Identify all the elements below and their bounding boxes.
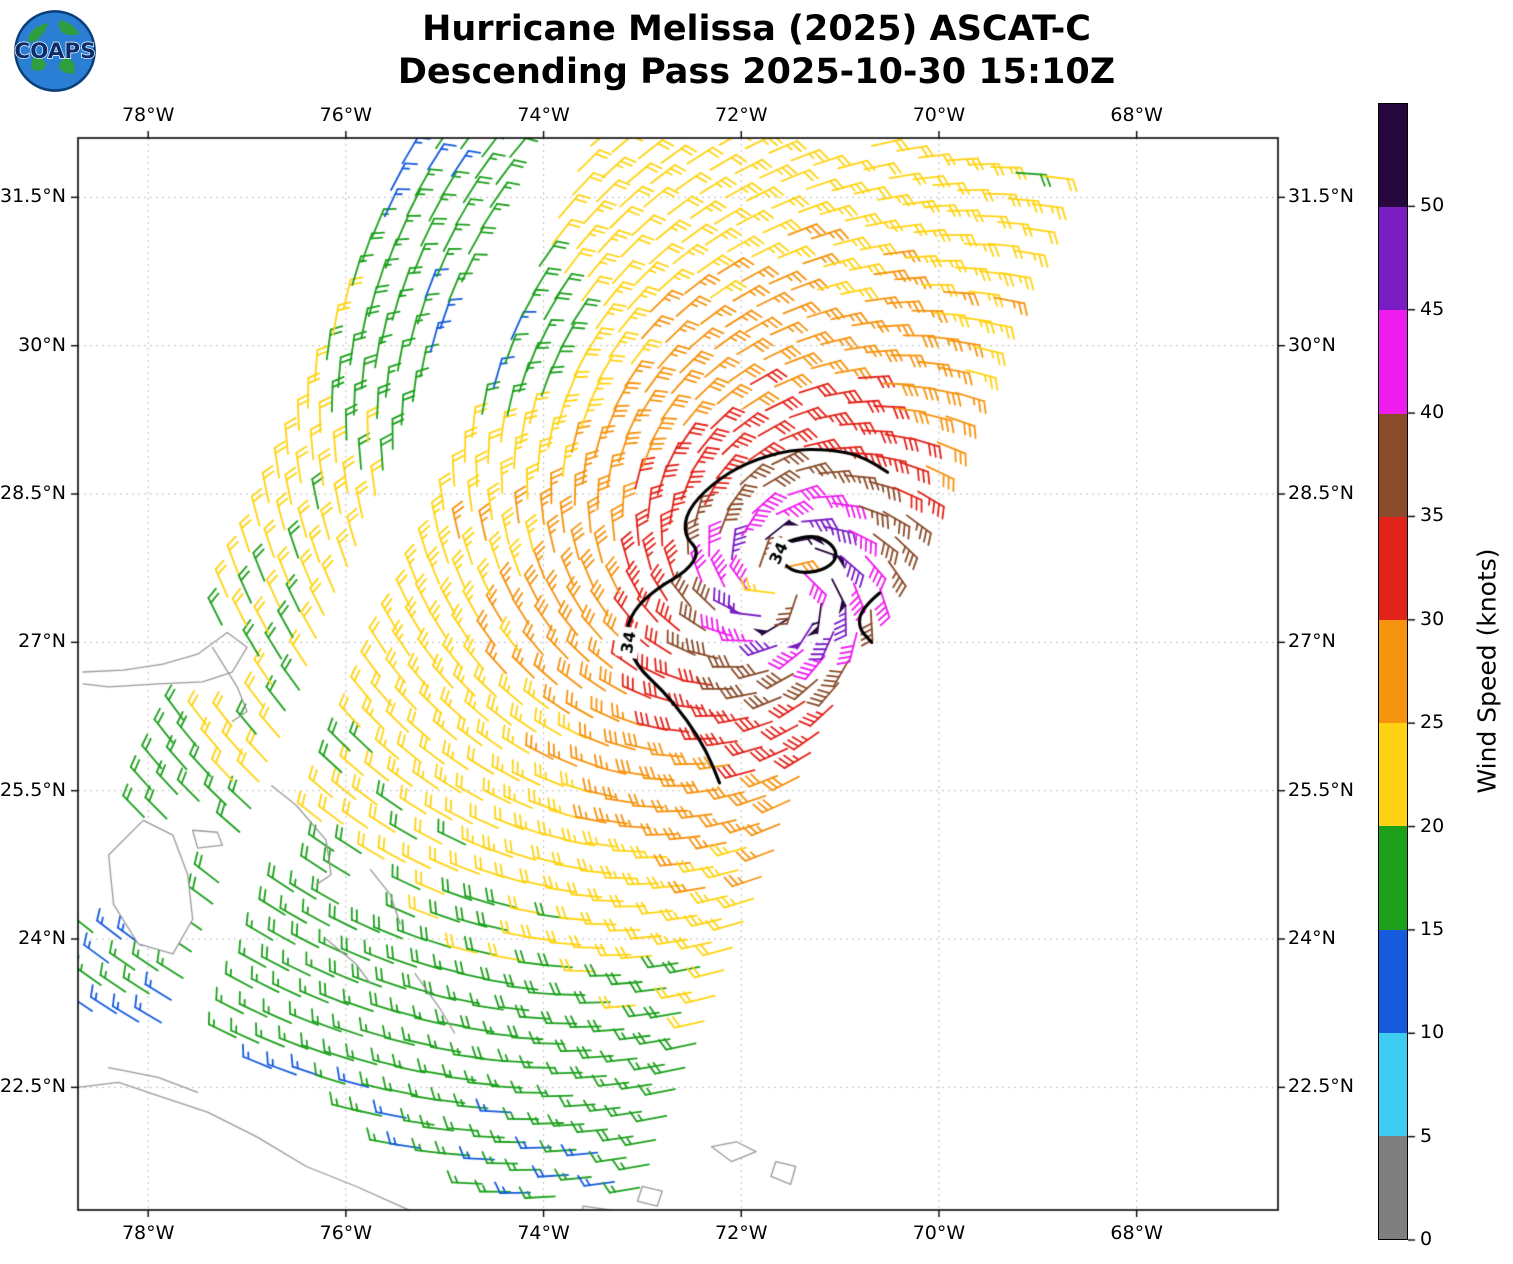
axis-tick-label: 25.5°N [0,778,67,801]
axis-tick-label: 31.5°N [0,185,67,208]
axis-tick-label: 31.5°N [1288,185,1355,208]
globe-logo-icon: COAPS [14,10,96,92]
coaps-logo: COAPS [12,8,98,94]
colorbar-tick-label: 5 [1420,1124,1433,1147]
colorbar-segment [1379,413,1407,517]
colorbar [1378,103,1408,1240]
colorbar-tick-label: 30 [1420,607,1445,630]
colorbar-segment [1379,619,1407,724]
axis-tick-label: 72°W [715,1222,768,1244]
title-line-1: Hurricane Melissa (2025) ASCAT-C [422,9,1091,49]
colorbar-segment [1379,723,1407,827]
colorbar-segment [1379,207,1407,311]
colorbar-tick-label: 20 [1420,814,1445,837]
colorbar-segment [1379,104,1407,208]
colorbar-segment [1379,929,1407,1033]
colorbar-tick-label: 45 [1420,297,1445,320]
axis-tick-label: 30°N [1288,333,1336,356]
title-line-2: Descending Pass 2025-10-30 15:10Z [397,51,1116,92]
axis-tick-label: 22.5°N [1288,1075,1355,1098]
axis-tick-label: 24°N [1288,927,1336,950]
axis-tick-label: 28.5°N [1288,482,1355,504]
axis-tick-label: 22.5°N [0,1075,67,1098]
colorbar-segment [1379,1032,1407,1136]
axis-tick-label: 78°W [121,1222,175,1244]
axis-tick-label: 25.5°N [1288,778,1355,801]
axis-tick-label: 70°W [912,1222,966,1244]
colorbar-segment [1379,826,1407,930]
axis-tick-label: 76°W [319,104,373,126]
colorbar-segment [1379,310,1407,414]
logo-text: COAPS [14,39,95,64]
colorbar-tick-label: 35 [1420,504,1445,527]
axis-tick-label: 27°N [1288,630,1336,653]
axis-tick-label: 74°W [517,104,570,126]
colorbar-tick-label: 10 [1420,1021,1445,1044]
axis-tick-label: 30°N [18,333,66,356]
colorbar-tick-label: 15 [1420,917,1445,940]
colorbar-tick-label: 50 [1420,194,1445,217]
axis-tick-label: 27°N [18,630,66,653]
axis-tick-label: 68°W [1110,104,1163,126]
axis-tick-label: 76°W [319,1222,373,1244]
colorbar-axis-label: Wind Speed (knots) [1472,548,1502,794]
colorbar-tick-label: 40 [1420,401,1445,424]
axis-tick-label: 28.5°N [0,482,67,504]
axis-tick-label: 74°W [517,1222,570,1244]
axis-tick-label: 70°W [912,104,966,126]
colorbar-tick-label: 0 [1420,1228,1433,1250]
colorbar-tick-label: 25 [1420,711,1445,734]
axis-tick-label: 68°W [1110,1222,1163,1244]
colorbar-segment [1379,516,1407,620]
colorbar-segment [1379,1135,1407,1240]
axis-tick-label: 24°N [18,927,66,950]
figure-title: Hurricane Melissa (2025) ASCAT-C Descend… [0,8,1513,93]
axis-tick-label: 72°W [715,104,768,126]
axis-tick-label: 78°W [121,104,175,126]
